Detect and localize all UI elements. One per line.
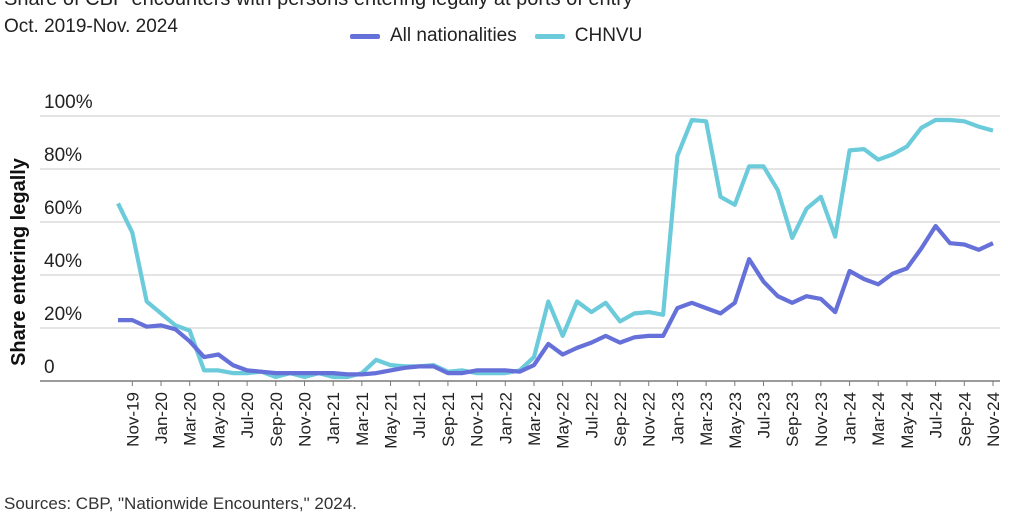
y-tick-label-60: 60% — [44, 198, 82, 219]
y-tick-label-80: 80% — [44, 145, 82, 166]
x-tick-label-Nov-20: Nov-20 — [295, 392, 314, 447]
y-tick-label-20: 20% — [44, 304, 82, 325]
series-line-all-nationalities — [118, 223, 994, 377]
source-note: Sources: CBP, "Nationwide Encounters," 2… — [4, 494, 357, 513]
legend-label-chnvu: CHNVU — [574, 25, 643, 46]
x-tick-label-Mar-22: Mar-22 — [525, 392, 544, 446]
y-tick-label-100: 100% — [44, 92, 93, 113]
x-tick-label-Sep-20: Sep-20 — [267, 392, 286, 447]
x-tick-label-Mar-21: Mar-21 — [353, 392, 372, 446]
x-tick-label-May-23: May-23 — [726, 392, 745, 449]
x-tick-label-Sep-22: Sep-22 — [611, 392, 630, 447]
x-tick-label-May-22: May-22 — [554, 392, 573, 449]
x-tick-label-May-24: May-24 — [898, 392, 917, 449]
x-tick-label-Jan-20: Jan-20 — [152, 392, 171, 444]
x-tick-label-Nov-19: Nov-19 — [123, 392, 142, 447]
x-tick-label-Sep-23: Sep-23 — [783, 392, 802, 447]
y-tick-label-40: 40% — [44, 251, 82, 272]
x-tick-label-Jul-21: Jul-21 — [410, 392, 429, 438]
legend-swatch-chnvu — [534, 33, 565, 39]
x-tick-label-Jul-24: Jul-24 — [927, 392, 946, 438]
x-tick-label-Jul-23: Jul-23 — [754, 392, 773, 438]
x-tick-label-Nov-23: Nov-23 — [812, 392, 831, 447]
series-line-chnvu — [116, 117, 994, 380]
x-tick-label-Nov-21: Nov-21 — [468, 392, 487, 447]
x-tick-label-Jan-22: Jan-22 — [496, 392, 515, 444]
legend-label-all-nationalities: All nationalities — [390, 25, 517, 46]
x-tick-label-May-21: May-21 — [382, 392, 401, 449]
x-tick-label-Jan-21: Jan-21 — [324, 392, 343, 444]
x-tick-label-Sep-21: Sep-21 — [439, 392, 458, 447]
x-tick-label-Jan-24: Jan-24 — [841, 392, 860, 444]
chart-title: Share of CBP encounters with persons ent… — [4, 0, 633, 11]
x-tick-label-Jul-22: Jul-22 — [582, 392, 601, 438]
chart-legend: All nationalities CHNVU — [350, 25, 642, 47]
x-tick-label-May-20: May-20 — [209, 392, 228, 449]
x-tick-label-Nov-22: Nov-22 — [640, 392, 659, 447]
y-axis-title: Share entering legally — [8, 157, 30, 366]
x-tick-label-Sep-24: Sep-24 — [955, 392, 974, 447]
chart-subtitle: Oct. 2019-Nov. 2024 — [4, 16, 178, 37]
x-tick-label-Mar-20: Mar-20 — [181, 392, 200, 446]
x-tick-label-Jul-20: Jul-20 — [238, 392, 257, 438]
y-tick-label-0: 0 — [44, 357, 55, 378]
legend-item-chnvu: CHNVU — [534, 25, 643, 47]
legend-swatch-all-nationalities — [350, 33, 380, 39]
legend-item-all-nationalities: All nationalities — [350, 25, 517, 47]
x-tick-label-Mar-23: Mar-23 — [697, 392, 716, 446]
x-tick-label-Jan-23: Jan-23 — [668, 392, 687, 444]
x-tick-label-Mar-24: Mar-24 — [869, 392, 888, 446]
x-tick-label-Nov-24: Nov-24 — [984, 392, 1003, 447]
